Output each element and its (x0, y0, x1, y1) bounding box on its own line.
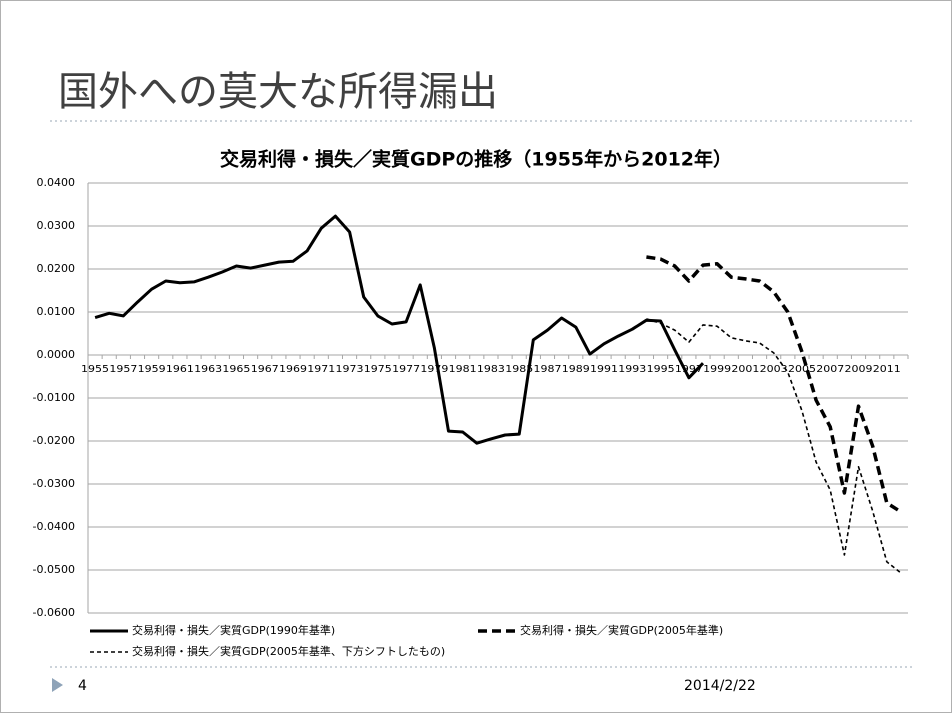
page-number: 4 (78, 678, 87, 694)
x-tick-label: 1975 (364, 364, 392, 375)
x-tick-label: 1971 (307, 364, 335, 375)
x-tick-label: 1997 (675, 364, 703, 375)
x-tick-label: 1963 (194, 364, 222, 375)
x-tick-label: 2011 (873, 364, 901, 375)
y-tick-label: -0.0400 (33, 520, 75, 533)
x-tick-label: 1993 (618, 364, 646, 375)
date: 2014/2/22 (684, 678, 756, 694)
x-tick-label: 1961 (166, 364, 194, 375)
y-tick-label: 0.0100 (37, 305, 76, 318)
legend-label: 交易利得・損失／実質GDP(2005年基準) (520, 623, 723, 637)
x-tick-label: 1969 (279, 364, 307, 375)
x-tick-label: 2003 (760, 364, 788, 375)
series-line (94, 214, 705, 445)
x-tick-label: 1979 (420, 364, 448, 375)
bullet-icon (52, 678, 63, 692)
y-tick-label: 0.0000 (37, 348, 76, 361)
y-tick-label: -0.0500 (33, 563, 75, 576)
x-tick-label: 1995 (647, 364, 675, 375)
x-tick-label: 1965 (222, 364, 250, 375)
x-tick-label: 1977 (392, 364, 420, 375)
x-tick-label: 1967 (251, 364, 279, 375)
y-tick-label: 0.0300 (37, 219, 76, 232)
x-tick-label: 1957 (109, 364, 137, 375)
y-tick-label: -0.0600 (33, 606, 75, 619)
x-tick-label: 1981 (449, 364, 477, 375)
series-line (646, 318, 902, 574)
x-tick-label: 1989 (562, 364, 590, 375)
x-tick-label: 1955 (81, 364, 109, 375)
y-tick-label: 0.0200 (37, 262, 76, 275)
x-tick-label: 1991 (590, 364, 618, 375)
legend-label: 交易利得・損失／実質GDP(2005年基準、下方シフトしたもの) (132, 644, 445, 658)
x-tick-label: 1973 (336, 364, 364, 375)
y-tick-label: -0.0100 (33, 391, 75, 404)
chart-title: 交易利得・損失／実質GDPの推移（1955年から2012年） (220, 148, 732, 171)
y-tick-label: 0.0400 (37, 176, 76, 189)
x-tick-label: 1987 (533, 364, 561, 375)
y-tick-label: -0.0300 (33, 477, 75, 490)
legend-label: 交易利得・損失／実質GDP(1990年基準) (132, 623, 335, 637)
x-tick-label: 2009 (845, 364, 873, 375)
x-tick-label: 2001 (731, 364, 759, 375)
x-tick-label: 2005 (788, 364, 816, 375)
x-tick-label: 1959 (138, 364, 166, 375)
slide-title: 国外への莫大な所得漏出 (58, 69, 498, 115)
x-tick-label: 1985 (505, 364, 533, 375)
y-tick-label: -0.0200 (33, 434, 75, 447)
x-tick-label: 2007 (816, 364, 844, 375)
x-tick-label: 1999 (703, 364, 731, 375)
series-line (646, 255, 902, 514)
x-tick-label: 1983 (477, 364, 505, 375)
